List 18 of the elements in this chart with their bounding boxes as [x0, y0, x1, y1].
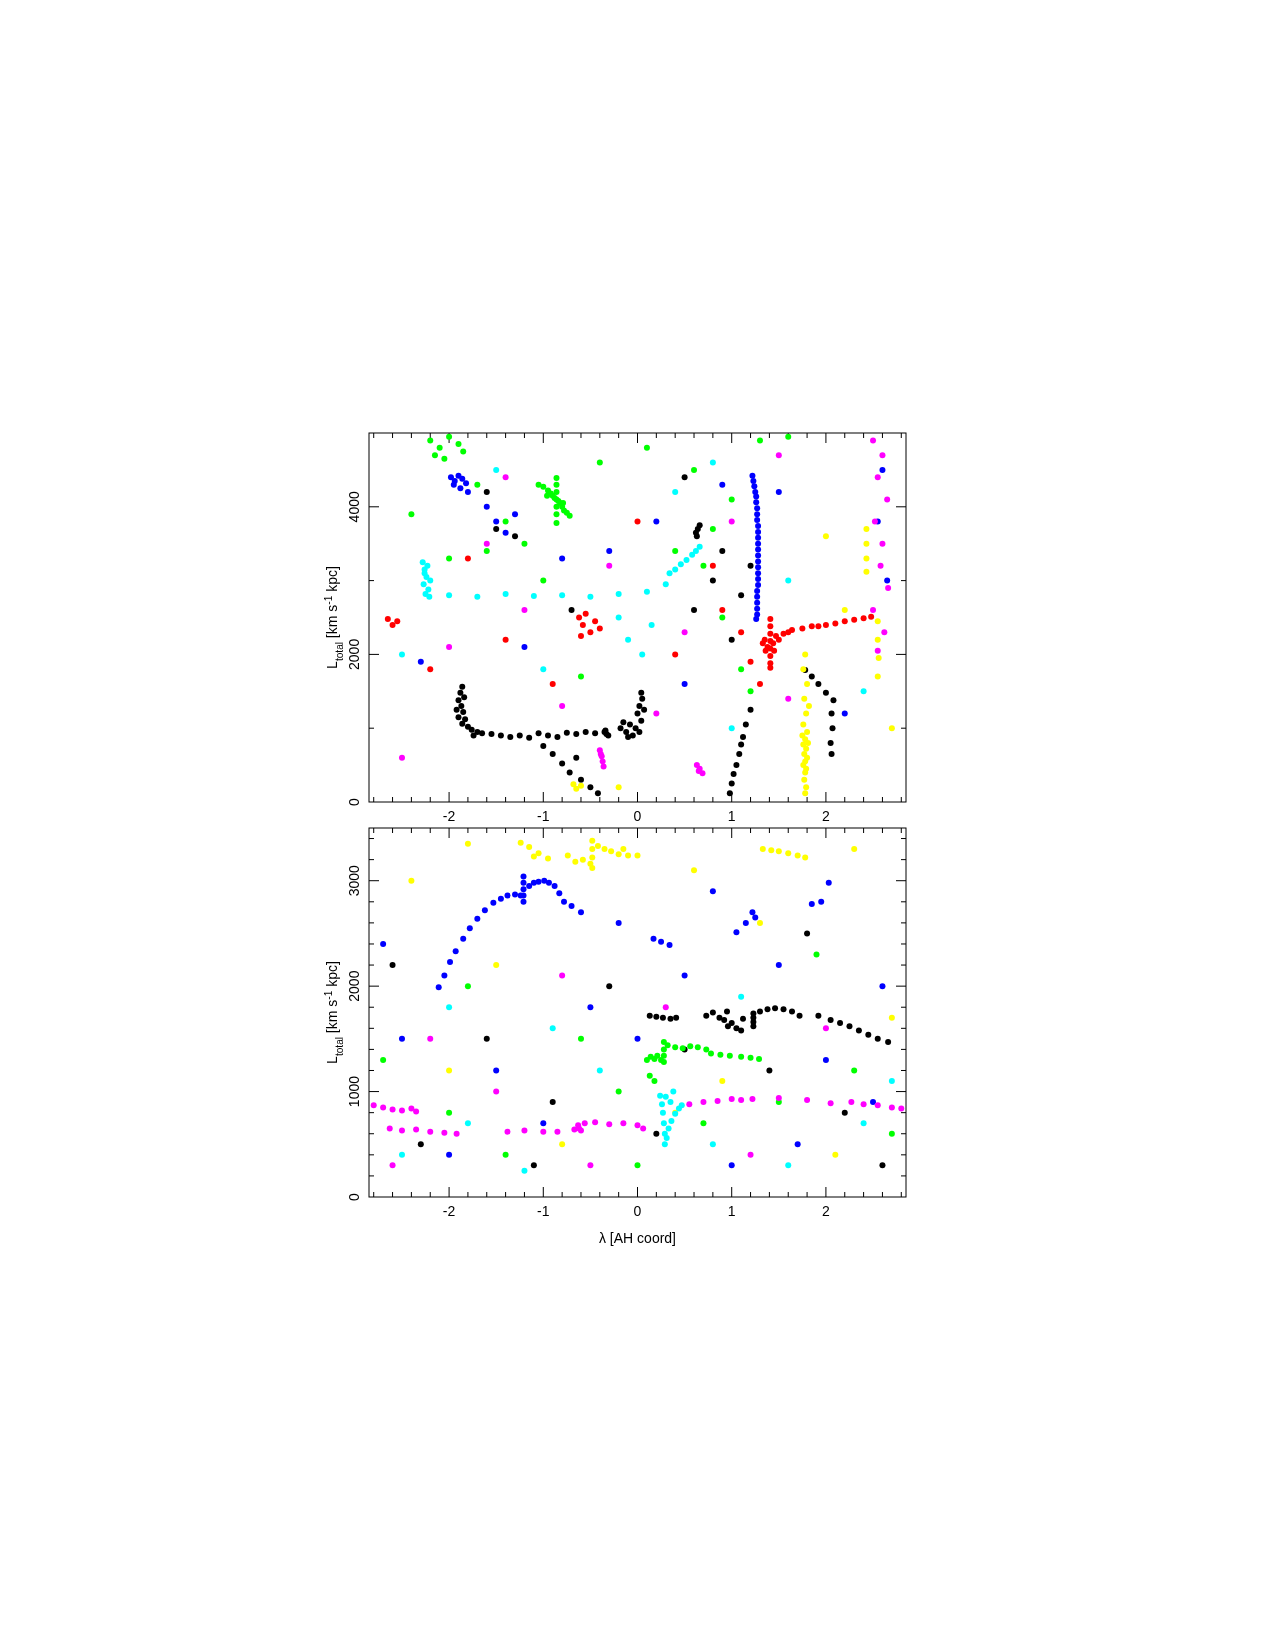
x-tick-label: -2 [442, 808, 456, 824]
x-tick-label: 1 [727, 1203, 736, 1219]
x-tick-label: 0 [633, 808, 642, 824]
x-tick-label: -2 [442, 1203, 456, 1219]
y-tick-label: 2000 [346, 970, 362, 1002]
y-tick-label: 2000 [346, 638, 362, 670]
x-axis-title: λ [AH coord] [598, 1230, 677, 1246]
x-tick-label: 2 [822, 808, 831, 824]
y-tick-label: 0 [346, 1192, 362, 1201]
y-tick-label: 1000 [346, 1075, 362, 1108]
y-tick-label: 3000 [346, 864, 362, 897]
y-tick-label: 4000 [346, 491, 362, 523]
y-tick-label: 0 [346, 797, 362, 806]
x-tick-label: 1 [727, 808, 736, 824]
x-tick-label: -1 [537, 808, 550, 824]
x-tick-label: 2 [822, 1203, 831, 1219]
x-tick-label: -1 [537, 1203, 550, 1219]
x-tick-label: 0 [633, 1203, 642, 1219]
